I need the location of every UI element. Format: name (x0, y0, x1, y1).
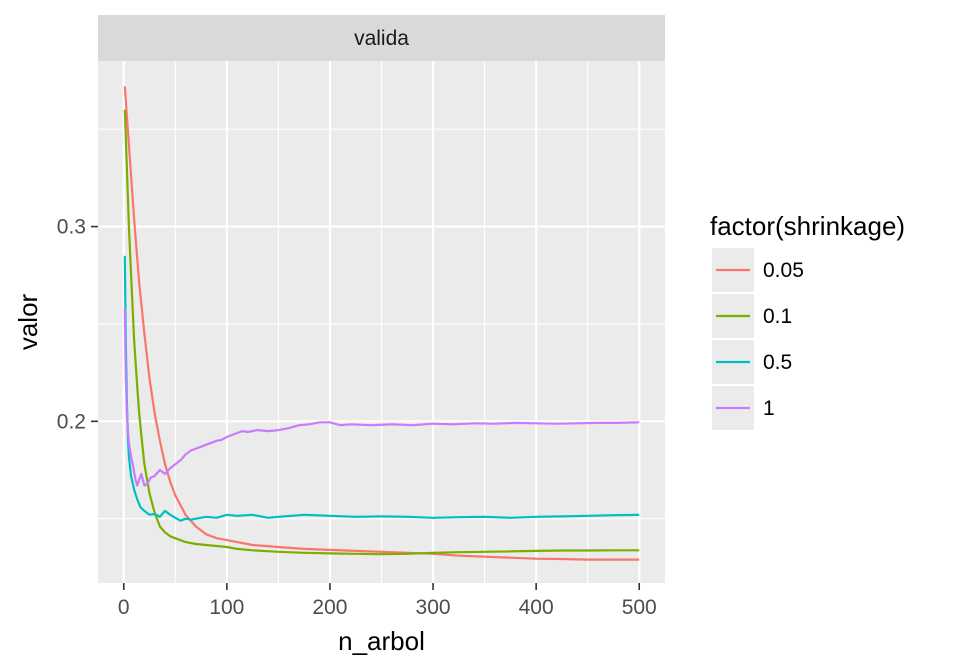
x-tick-label: 200 (312, 596, 347, 619)
legend-label: 0.1 (763, 305, 792, 328)
series-line-1 (123, 308, 640, 487)
x-tick-label: 500 (622, 596, 657, 619)
facet-strip-background (98, 15, 665, 61)
legend-items: 0.05 0.1 0.5 1 (712, 248, 804, 430)
y-tick-label: 0.2 (57, 410, 86, 433)
x-axis-title: n_arbol (338, 626, 425, 656)
x-tick-label: 0 (118, 596, 130, 619)
series-line-0.1 (123, 109, 640, 556)
y-axis-title: valor (13, 293, 43, 350)
x-axis: 0 100 200 300 400 500 (118, 583, 657, 619)
y-axis: 0.2 0.3 (57, 216, 98, 433)
series-lines (123, 86, 640, 561)
legend-item-0.5: 0.5 (712, 340, 792, 384)
legend-label: 0.5 (763, 351, 792, 374)
facet-strip: valida (98, 15, 665, 61)
legend: factor(shrinkage) 0.05 0.1 0.5 1 (710, 211, 905, 430)
legend-item-1: 1 (712, 386, 775, 430)
legend-item-0.05: 0.05 (712, 248, 804, 292)
legend-label: 0.05 (763, 259, 804, 282)
legend-title: factor(shrinkage) (710, 211, 905, 241)
y-tick-label: 0.3 (57, 216, 86, 239)
x-tick-label: 300 (416, 596, 451, 619)
major-gridlines (98, 61, 665, 583)
facet-strip-label: valida (354, 27, 409, 50)
x-tick-label: 400 (519, 596, 554, 619)
legend-item-0.1: 0.1 (712, 294, 792, 338)
series-line-0.05 (123, 86, 640, 561)
series-line-0.5 (123, 255, 640, 522)
legend-label: 1 (763, 397, 775, 420)
x-tick-label: 100 (209, 596, 244, 619)
